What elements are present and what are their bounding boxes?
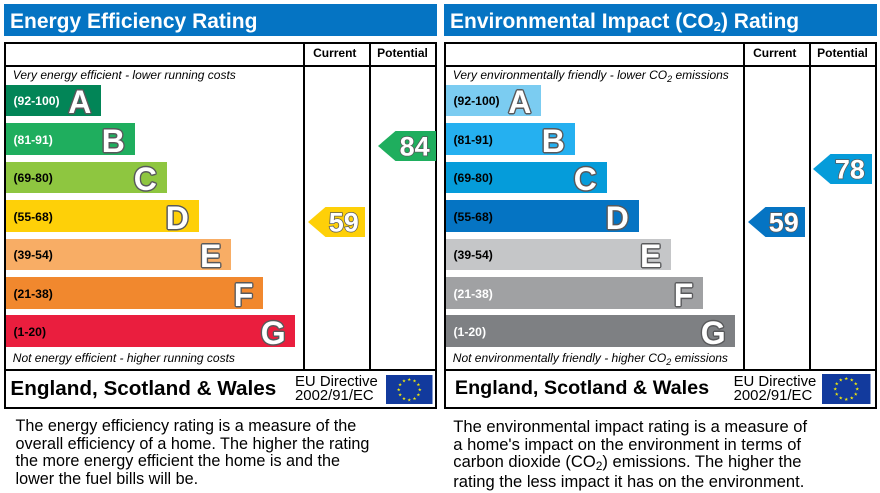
svg-text:59: 59 <box>328 208 358 238</box>
svg-text:84: 84 <box>399 131 429 161</box>
svg-text:78: 78 <box>835 154 865 184</box>
svg-text:59: 59 <box>768 208 798 238</box>
